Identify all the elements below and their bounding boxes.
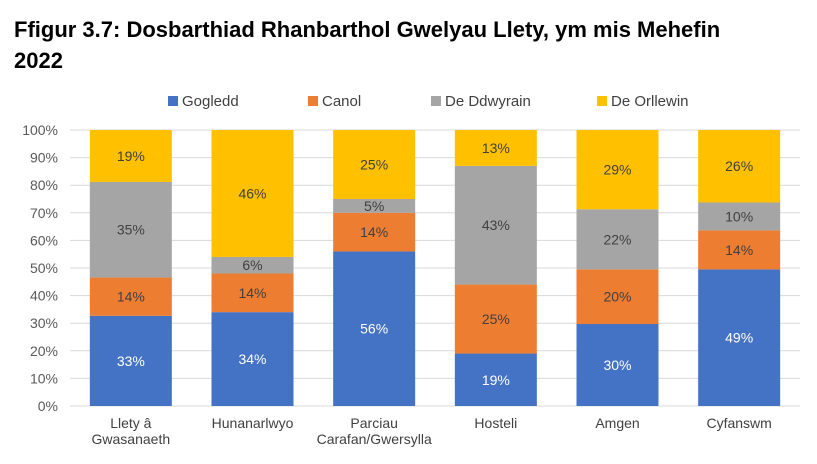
data-label: 19% <box>482 372 510 388</box>
y-tick-label: 80% <box>30 177 58 193</box>
chart-title: Ffigur 3.7: Dosbarthiad Rhanbarthol Gwel… <box>14 17 721 73</box>
data-label: 10% <box>725 208 753 224</box>
data-label: 33% <box>117 353 145 369</box>
bar-segment <box>333 251 416 406</box>
data-label: 19% <box>117 148 145 164</box>
data-label: 6% <box>242 257 262 273</box>
bar-segment <box>333 212 416 252</box>
bar-segment <box>576 269 659 325</box>
data-label: 5% <box>364 198 384 214</box>
legend-swatch <box>168 96 178 106</box>
data-label: 35% <box>117 222 145 238</box>
x-tick-label: Parciau <box>350 415 397 431</box>
data-label: 14% <box>360 224 388 240</box>
y-tick-label: 20% <box>30 343 58 359</box>
legend-label: De Ddwyrain <box>445 93 531 110</box>
bar-segment <box>211 273 294 313</box>
data-label: 14% <box>725 242 753 258</box>
x-tick-label: Llety â <box>110 415 151 431</box>
bar-segment <box>698 202 781 231</box>
data-label: 46% <box>238 185 266 201</box>
bar-segment <box>454 165 537 285</box>
y-tick-label: 50% <box>30 260 58 276</box>
bar-segment <box>454 353 537 406</box>
x-tick-label: Hosteli <box>474 415 517 431</box>
bar-segment <box>333 130 416 199</box>
y-tick-label: 40% <box>30 288 58 304</box>
data-label: 13% <box>482 140 510 156</box>
data-label: 56% <box>360 321 388 337</box>
bar-segment <box>698 230 781 270</box>
y-tick-label: 30% <box>30 315 58 331</box>
bar-segment <box>89 181 172 278</box>
y-tick-label: 10% <box>30 370 58 386</box>
legend-label: Canol <box>322 93 361 110</box>
bar-segment <box>211 256 294 274</box>
data-label: 26% <box>725 158 753 174</box>
data-label: 14% <box>117 289 145 305</box>
x-tick-label: Gwasanaeth <box>92 431 171 447</box>
x-tick-label: Carafan/Gwersylla <box>317 431 432 447</box>
legend-swatch <box>597 96 607 106</box>
legend-swatch <box>431 96 441 106</box>
bar-segment <box>698 269 781 406</box>
legend-label: De Orllewin <box>611 93 689 110</box>
y-tick-label: 90% <box>30 150 58 166</box>
x-tick-label: Cyfanswm <box>706 415 771 431</box>
data-label: 22% <box>603 231 631 247</box>
data-label: 43% <box>482 217 510 233</box>
legend-swatch <box>308 96 318 106</box>
y-tick-label: 70% <box>30 205 58 221</box>
y-tick-label: 0% <box>38 398 58 414</box>
bar-segment <box>454 130 537 166</box>
bar-segment <box>89 315 172 406</box>
data-label: 20% <box>603 289 631 305</box>
bar-segment <box>576 130 659 210</box>
bar-segment <box>89 277 172 316</box>
bar-segment <box>89 130 172 182</box>
bar-segment <box>211 130 294 257</box>
bar-segment <box>333 199 416 213</box>
data-label: 34% <box>238 351 266 367</box>
bar-segment <box>211 312 294 406</box>
bar-segment <box>454 284 537 354</box>
x-tick-label: Hunanarlwyo <box>212 415 294 431</box>
data-label: 25% <box>482 311 510 327</box>
data-label: 29% <box>603 162 631 178</box>
data-label: 30% <box>603 357 631 373</box>
legend-label: Gogledd <box>182 93 239 110</box>
data-label: 49% <box>725 330 753 346</box>
y-tick-label: 100% <box>22 122 58 138</box>
bar-segment <box>576 324 659 406</box>
data-label: 25% <box>360 157 388 173</box>
bar-segment <box>576 209 659 270</box>
x-tick-label: Amgen <box>595 415 639 431</box>
data-label: 14% <box>238 285 266 301</box>
y-tick-label: 60% <box>30 232 58 248</box>
bar-segment <box>698 130 781 203</box>
